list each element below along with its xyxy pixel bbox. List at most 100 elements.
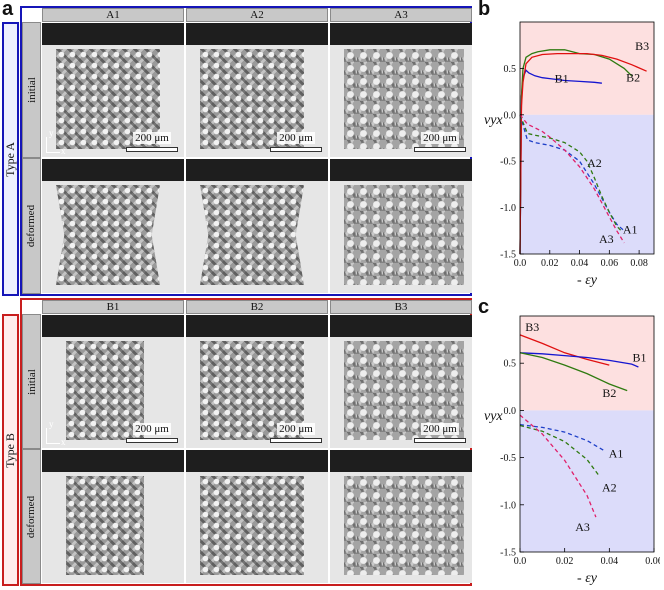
x-tick-label: 0.08 bbox=[630, 258, 648, 269]
micrograph-b3-initial: 200 μm bbox=[330, 315, 472, 448]
series-line-b2 bbox=[519, 352, 628, 392]
series-label-b2: B2 bbox=[626, 70, 640, 84]
y-tick-label: -1.0 bbox=[500, 203, 516, 214]
scale-bar-label: 200 μm bbox=[421, 423, 459, 435]
micrograph-b3-deformed bbox=[330, 450, 472, 583]
series-line-a3 bbox=[519, 414, 597, 518]
scale-bar-label: 200 μm bbox=[133, 132, 171, 144]
micrograph-a3-deformed bbox=[330, 159, 472, 293]
series-label-a3: A3 bbox=[599, 232, 614, 246]
lattice-structure bbox=[344, 185, 464, 285]
y-tick-label: 0.5 bbox=[504, 359, 517, 370]
axis-x-label: x bbox=[61, 146, 66, 156]
series-line-a2 bbox=[519, 424, 599, 475]
y-tick-label: -1.0 bbox=[500, 500, 516, 511]
scale-bar-label: 200 μm bbox=[277, 423, 315, 435]
column-header-a1: A1 bbox=[42, 8, 184, 22]
column-header-b3: B3 bbox=[330, 300, 472, 314]
series-label-a3: A3 bbox=[575, 520, 590, 534]
x-tick-label: 0.06 bbox=[645, 556, 660, 567]
axis-y-label: y bbox=[49, 419, 54, 429]
axis-y-label: y bbox=[49, 128, 54, 138]
micrograph-a1-deformed bbox=[42, 159, 184, 293]
scale-bar: 200 μm bbox=[126, 419, 178, 443]
group-label-type-b: Type B bbox=[2, 314, 19, 586]
micrograph-b2-initial: 200 μm bbox=[186, 315, 328, 448]
micrograph-a1-initial: 200 μm y x bbox=[42, 23, 184, 157]
row-tab-initial: initial bbox=[22, 22, 41, 158]
y-tick-label: 0.0 bbox=[504, 110, 517, 121]
column-header-a2: A2 bbox=[186, 8, 328, 22]
series-label-b1: B1 bbox=[632, 350, 646, 364]
positive-region bbox=[520, 22, 654, 115]
series-label-a1: A1 bbox=[623, 223, 638, 237]
row-tab-initial: initial bbox=[22, 314, 41, 449]
x-tick-label: 0.02 bbox=[541, 258, 559, 269]
series-line-b3 bbox=[519, 334, 610, 366]
series-line-a1 bbox=[519, 423, 606, 452]
lattice-structure bbox=[200, 185, 304, 285]
row-tab-label: deformed bbox=[25, 204, 38, 248]
scale-bar: 200 μm bbox=[414, 419, 466, 443]
panel-b-letter: b bbox=[478, 0, 491, 20]
row-tab-label: deformed bbox=[25, 495, 38, 538]
micrograph-a3-initial: 200 μm bbox=[330, 23, 472, 157]
micrograph-a2-initial: 200 μm bbox=[186, 23, 328, 157]
group-label-text: Type A bbox=[3, 141, 18, 177]
lattice-structure bbox=[56, 49, 160, 149]
x-tick-label: 0.0 bbox=[514, 556, 527, 567]
scale-bar: 200 μm bbox=[270, 128, 322, 152]
y-tick-label: -1.5 bbox=[500, 250, 516, 261]
row-tab-deformed: deformed bbox=[22, 449, 41, 584]
scale-bar-label: 200 μm bbox=[277, 132, 315, 144]
micrograph-b2-deformed bbox=[186, 450, 328, 583]
scale-bar-label: 200 μm bbox=[133, 423, 171, 435]
y-tick-label: -1.5 bbox=[500, 548, 516, 559]
column-header-a3: A3 bbox=[330, 8, 472, 22]
series-label-b3: B3 bbox=[635, 39, 649, 53]
series-label-a2: A2 bbox=[587, 156, 602, 170]
negative-region bbox=[520, 114, 654, 254]
row-tab-deformed: deformed bbox=[22, 158, 41, 294]
series-line-b1 bbox=[519, 352, 639, 368]
column-header-b1: B1 bbox=[42, 300, 184, 314]
scale-bar: 200 μm bbox=[126, 128, 178, 152]
row-tab-label: initial bbox=[25, 77, 38, 103]
series-label-a1: A1 bbox=[609, 447, 624, 461]
y-axis-label: νyx bbox=[484, 409, 503, 424]
group-label-text: Type B bbox=[3, 432, 18, 468]
x-tick-label: 0.02 bbox=[556, 556, 574, 567]
lattice-structure bbox=[344, 476, 464, 575]
series-label-a2: A2 bbox=[602, 481, 617, 495]
micrograph-a2-deformed bbox=[186, 159, 328, 293]
axis-x-label: x bbox=[61, 437, 66, 447]
x-axis-label: - εy bbox=[577, 571, 598, 586]
x-tick-label: 0.04 bbox=[571, 258, 589, 269]
scale-bar: 200 μm bbox=[414, 128, 466, 152]
panel-c-letter: c bbox=[478, 296, 490, 318]
lattice-structure bbox=[66, 476, 144, 575]
x-tick-label: 0.04 bbox=[601, 556, 619, 567]
scale-bar: 200 μm bbox=[270, 419, 322, 443]
lattice-structure bbox=[56, 185, 160, 285]
y-tick-label: 0.0 bbox=[504, 406, 517, 417]
lattice-structure bbox=[200, 49, 304, 149]
y-tick-label: -0.5 bbox=[500, 453, 516, 464]
plot-frame bbox=[519, 21, 655, 255]
lattice-structure bbox=[200, 476, 304, 575]
row-tab-label: initial bbox=[25, 368, 38, 395]
column-header-b2: B2 bbox=[186, 300, 328, 314]
series-label-b2: B2 bbox=[602, 386, 616, 400]
lattice-structure bbox=[66, 341, 144, 440]
micrograph-b1-deformed bbox=[42, 450, 184, 583]
plot-frame bbox=[519, 315, 655, 553]
panel-a-letter: a bbox=[2, 0, 14, 20]
micrograph-b1-initial: 200 μm y x bbox=[42, 315, 184, 448]
scale-bar-label: 200 μm bbox=[421, 132, 459, 144]
x-tick-label: 0.0 bbox=[514, 258, 527, 269]
group-label-type-a: Type A bbox=[2, 22, 19, 296]
